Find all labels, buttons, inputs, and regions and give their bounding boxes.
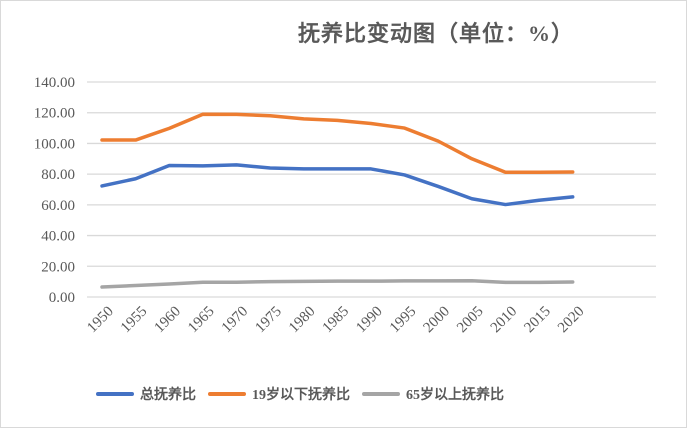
- y-tick-label: 40.00: [41, 229, 75, 245]
- y-tick-label: 80.00: [41, 167, 75, 183]
- y-tick-label: 0.00: [49, 290, 75, 306]
- legend-label: 19岁以下抚养比: [252, 388, 350, 403]
- legend-swatch: [96, 392, 134, 396]
- y-tick-label: 20.00: [41, 259, 75, 275]
- y-tick-label: 100.00: [34, 136, 75, 152]
- legend-item: 19岁以下抚养比: [208, 384, 350, 404]
- legend-item: 65岁以上抚养比: [362, 384, 504, 404]
- x-tick-label: 1970: [219, 304, 252, 337]
- x-tick-label: 1980: [286, 304, 319, 337]
- legend-swatch: [362, 392, 400, 396]
- x-tick-label: 1985: [320, 304, 353, 337]
- x-tick-label: 1955: [118, 304, 151, 337]
- x-tick-label: 2000: [421, 304, 454, 337]
- x-tick-label: 2020: [555, 304, 588, 337]
- x-tick-label: 2010: [488, 304, 521, 337]
- y-tick-label: 120.00: [34, 106, 75, 122]
- y-tick-label: 140.00: [34, 75, 75, 91]
- legend-swatch: [208, 392, 246, 396]
- x-tick-label: 1950: [84, 304, 117, 337]
- chart-title: 抚养比变动图（单位：%）: [297, 21, 574, 46]
- x-tick-label: 1990: [353, 304, 386, 337]
- x-tick-label: 1975: [252, 304, 285, 337]
- legend-label: 65岁以上抚养比: [406, 388, 504, 403]
- x-tick-label: 2015: [521, 304, 554, 337]
- x-tick-label: 1995: [387, 304, 420, 337]
- legend: 总抚养比 19岁以下抚养比 65岁以上抚养比: [96, 384, 508, 404]
- x-tick-label: 2005: [454, 304, 487, 337]
- legend-label: 总抚养比: [140, 388, 196, 403]
- x-tick-label: 1965: [185, 304, 218, 337]
- y-tick-label: 60.00: [41, 198, 75, 214]
- x-tick-label: 1960: [152, 304, 185, 337]
- legend-item: 总抚养比: [96, 384, 196, 404]
- series-line: [100, 278, 575, 289]
